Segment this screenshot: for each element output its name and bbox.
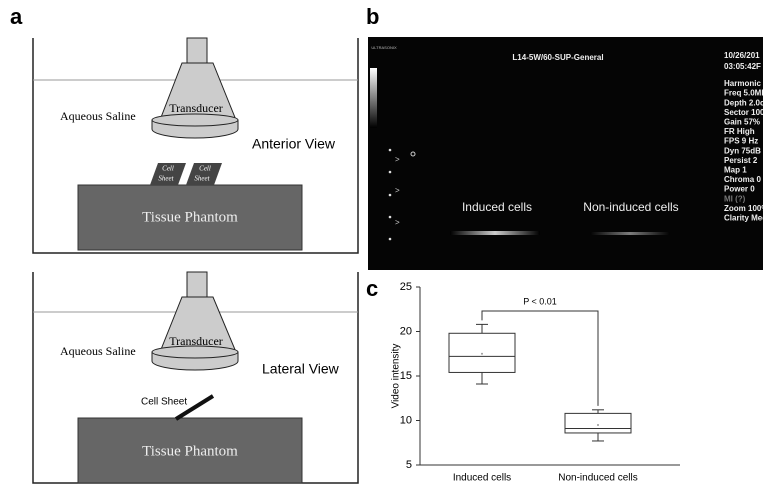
logo: ULTRASONIX: [371, 45, 397, 50]
y-tick-label: 20: [400, 325, 412, 337]
label: Anterior View: [252, 136, 336, 152]
box: [565, 413, 631, 433]
setting: FPS 9 Hz: [724, 137, 758, 146]
x-tick-label: Non-induced cells: [558, 473, 638, 484]
setting: Gain 57%: [724, 118, 760, 127]
y-tick-label: 10: [400, 414, 412, 426]
mean: [481, 353, 483, 355]
label: Cell Sheet: [141, 397, 187, 408]
time: 03:05:42F: [724, 62, 761, 71]
label: Aqueous Saline: [60, 344, 136, 358]
date: 10/26/201: [724, 51, 760, 60]
svg-text:>: >: [395, 186, 400, 195]
setting: FR High: [724, 127, 755, 136]
label: Transducer: [169, 334, 223, 348]
setting: Depth 2.0c: [724, 98, 763, 107]
label: Sheet: [194, 175, 210, 183]
label: Cell: [199, 165, 211, 173]
setting: Freq 5.0MI: [724, 89, 763, 98]
label: Cell: [162, 165, 174, 173]
label: Aqueous Saline: [60, 109, 136, 123]
setting: Clarity Mec: [724, 214, 763, 223]
annotation: P < 0.01: [523, 296, 557, 306]
svg-text:>: >: [395, 218, 400, 227]
panel-label: c: [366, 276, 378, 301]
y-tick-label: 5: [406, 459, 412, 471]
panel-label: a: [10, 4, 23, 29]
label: Tissue Phantom: [142, 443, 238, 459]
setting: Persist 2: [724, 156, 758, 165]
mean: [597, 424, 599, 426]
setting: Dyn 75dB: [724, 146, 761, 155]
setting: MI (?): [724, 194, 746, 203]
region-label: Induced cells: [462, 200, 532, 214]
label: Lateral View: [262, 361, 340, 377]
y-tick-label: 25: [400, 281, 412, 293]
setting: Zoom 100%: [724, 204, 763, 213]
label: Transducer: [169, 101, 223, 115]
setting: Chroma 0: [724, 175, 761, 184]
setting: Sector 100: [724, 108, 763, 117]
setting: Map 1: [724, 166, 747, 175]
setting: Power 0: [724, 185, 755, 194]
panel-label: b: [366, 4, 379, 29]
x-tick-label: Induced cells: [453, 473, 511, 484]
label: Tissue Phantom: [142, 209, 238, 225]
preset: L14-5W/60-SUP-General: [512, 53, 603, 62]
label: Sheet: [158, 175, 174, 183]
setting: Harmonic: [724, 79, 761, 88]
ultrasound-image: > > >: [368, 37, 763, 270]
svg-text:>: >: [395, 155, 400, 164]
y-axis-label: Video intensity: [391, 344, 402, 409]
region-label: Non-induced cells: [583, 200, 678, 214]
figure: a Aqueous Saline Transducer Anterior Vie…: [0, 0, 763, 487]
